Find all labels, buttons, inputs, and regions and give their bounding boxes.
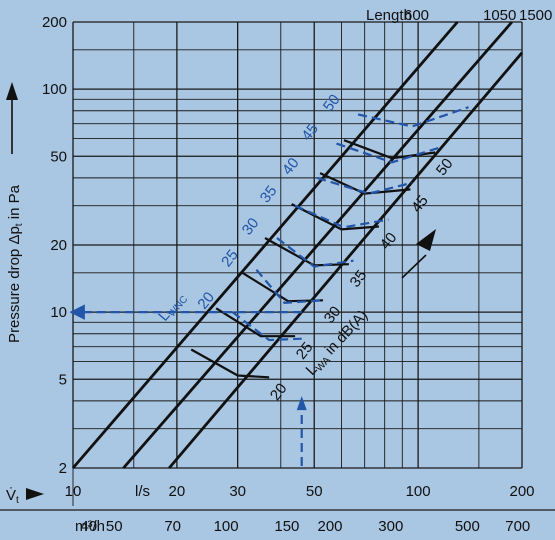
x-tick-label-ls: 100: [406, 483, 431, 500]
lwa-curve-35: [264, 237, 349, 267]
x-tick-label-ls: 200: [509, 483, 534, 500]
chart-title: Length: [366, 7, 412, 24]
reading-arrow-up: [296, 396, 307, 411]
lwa-arrow-head: [416, 229, 436, 251]
lwnc-curve-20: [231, 311, 302, 342]
x-tick-label-m3h: 40: [80, 518, 97, 535]
x-axis-flow-sub: t: [16, 495, 19, 506]
svg-text:V̇t: V̇t: [6, 487, 19, 506]
x-tick-label-m3h: 70: [164, 518, 181, 535]
lwa-arrow-line: [401, 254, 427, 279]
y-tick-label: 100: [42, 81, 67, 98]
lwnc-curve-30: [276, 237, 354, 268]
length-label-600: 600: [404, 7, 429, 24]
lwnc-label-45: 45: [298, 120, 322, 144]
lwa-label-35: 35: [347, 267, 371, 291]
length-label-1500: 1500: [519, 7, 552, 24]
length-line-1500: [168, 51, 524, 469]
y-axis-label-sub: t: [14, 223, 25, 226]
lwnc-label-25: 25: [218, 247, 242, 271]
x-tick-label-m3h: 50: [106, 518, 123, 535]
y-tick-label: 200: [42, 14, 67, 31]
lwnc-curve-45: [336, 142, 442, 164]
lwnc-label-20: 20: [194, 289, 218, 313]
x-axis-flow-symbol: V̇: [6, 487, 16, 504]
lwnc-curve-25: [255, 268, 324, 305]
x-axis-ls-unit: l/s: [135, 483, 150, 500]
y-axis-label-text: Pressure drop Δp: [6, 226, 23, 343]
x-tick-label-ls: 50: [306, 483, 323, 500]
lwa-curve-25: [215, 307, 296, 338]
x-axis-arrow-head: [26, 488, 44, 500]
x-tick-label-ls: 20: [169, 483, 186, 500]
y-tick-label: 20: [50, 237, 67, 254]
lwa-curve-45: [319, 172, 411, 195]
y-tick-label: 10: [50, 304, 67, 321]
lwnc-label-30: 30: [239, 215, 263, 239]
lwnc-curve-35: [294, 204, 389, 229]
y-axis-label-unit: in Pa: [6, 184, 23, 223]
length-line-600: [71, 21, 459, 469]
x-tick-label-m3h: 100: [214, 518, 239, 535]
lwnc-curve-50: [357, 106, 469, 128]
x-tick-label-ls: 30: [229, 483, 246, 500]
y-tick-label: 50: [50, 148, 67, 165]
lwnc-curve-40: [316, 176, 413, 195]
y-axis-arrow-head: [6, 82, 18, 100]
lwa-curve-40: [291, 203, 379, 231]
lwa-curve-50: [343, 139, 436, 160]
lwa-label-50: 50: [433, 155, 457, 179]
annotations: [6, 82, 436, 500]
lwnc-label-50: 50: [320, 91, 344, 115]
x-axis-flow-label: V̇t: [6, 487, 19, 506]
lwa-label-25: 25: [293, 339, 317, 363]
y-axis-label: Pressure drop Δpt in Pa: [6, 184, 25, 343]
svg-text:LWNC: LWNC: [155, 289, 190, 326]
x-tick-label-m3h: 200: [317, 518, 342, 535]
x-axis-m3h-unit: m³/h: [75, 518, 105, 535]
lwnc-label-40: 40: [279, 155, 303, 179]
length-lines: [71, 21, 524, 469]
y-tick-label: 5: [59, 371, 67, 388]
lwa-label-45: 45: [408, 192, 432, 216]
lwa-curve-20: [190, 348, 270, 379]
lwnc-label-35: 35: [257, 183, 281, 207]
lwa-label-30: 30: [321, 303, 345, 327]
x-tick-label-ls: 10: [65, 483, 82, 500]
x-tick-label-m3h: 150: [274, 518, 299, 535]
lwnc-label-sub: WNC: [167, 294, 191, 319]
x-tick-label-m3h: 300: [378, 518, 403, 535]
lwa-label-20: 20: [267, 380, 291, 404]
svg-text:Pressure drop Δpt in Pa: Pressure drop Δpt in Pa: [6, 184, 25, 343]
length-line-1050: [122, 21, 513, 469]
x-tick-label-m3h: 700: [505, 518, 530, 535]
lwnc-label: LWNC: [155, 289, 190, 326]
x-tick-label-m3h: 500: [455, 518, 480, 535]
lwa-label-40: 40: [377, 229, 401, 253]
y-tick-label: 2: [59, 460, 67, 477]
length-label-1050: 1050: [483, 7, 516, 24]
